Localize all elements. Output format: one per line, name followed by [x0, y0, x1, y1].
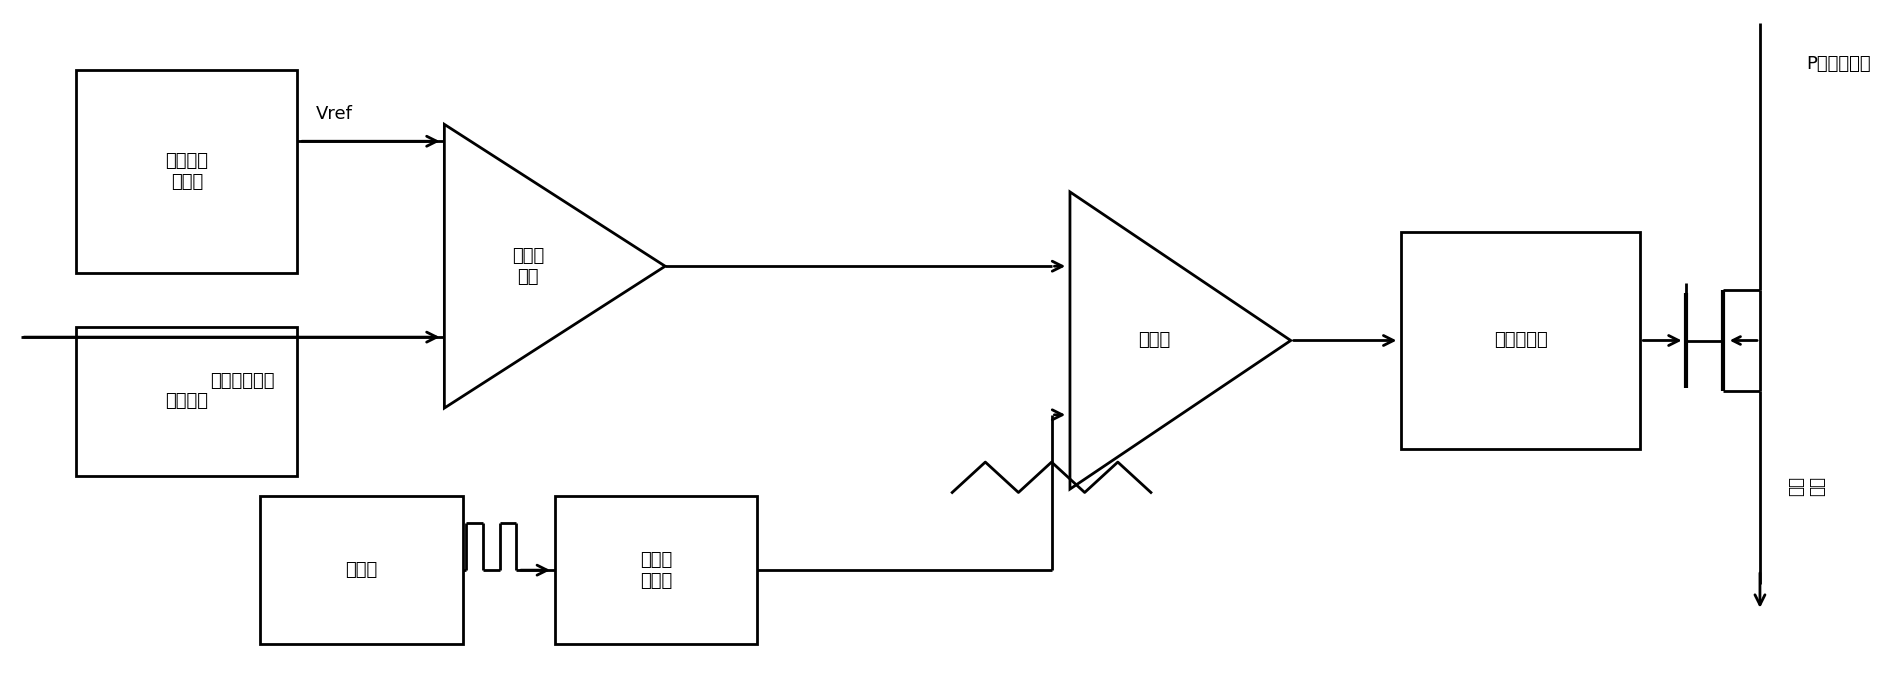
Bar [77, 327, 297, 475]
Text: 电源
电压: 电源 电压 [1786, 477, 1824, 497]
Text: 方波转
三角波: 方波转 三角波 [639, 551, 671, 590]
Text: 振荡器: 振荡器 [346, 561, 378, 579]
Text: 误差放
大器: 误差放 大器 [511, 247, 543, 285]
Text: 驱动缓冲器: 驱动缓冲器 [1493, 332, 1547, 349]
Bar [259, 496, 462, 644]
Text: P型功率开关: P型功率开关 [1805, 54, 1869, 73]
Text: 带隙基准
电压源: 带隙基准 电压源 [165, 153, 209, 191]
Text: 偏置电路: 偏置电路 [165, 392, 209, 410]
Text: 比较器: 比较器 [1137, 332, 1169, 349]
Text: 采样反馈电压: 采样反馈电压 [209, 372, 274, 390]
Polygon shape [444, 125, 666, 408]
Bar [555, 496, 758, 644]
Polygon shape [1070, 192, 1290, 489]
Bar [1401, 232, 1639, 449]
Text: Vref: Vref [316, 106, 352, 123]
Bar [77, 70, 297, 273]
